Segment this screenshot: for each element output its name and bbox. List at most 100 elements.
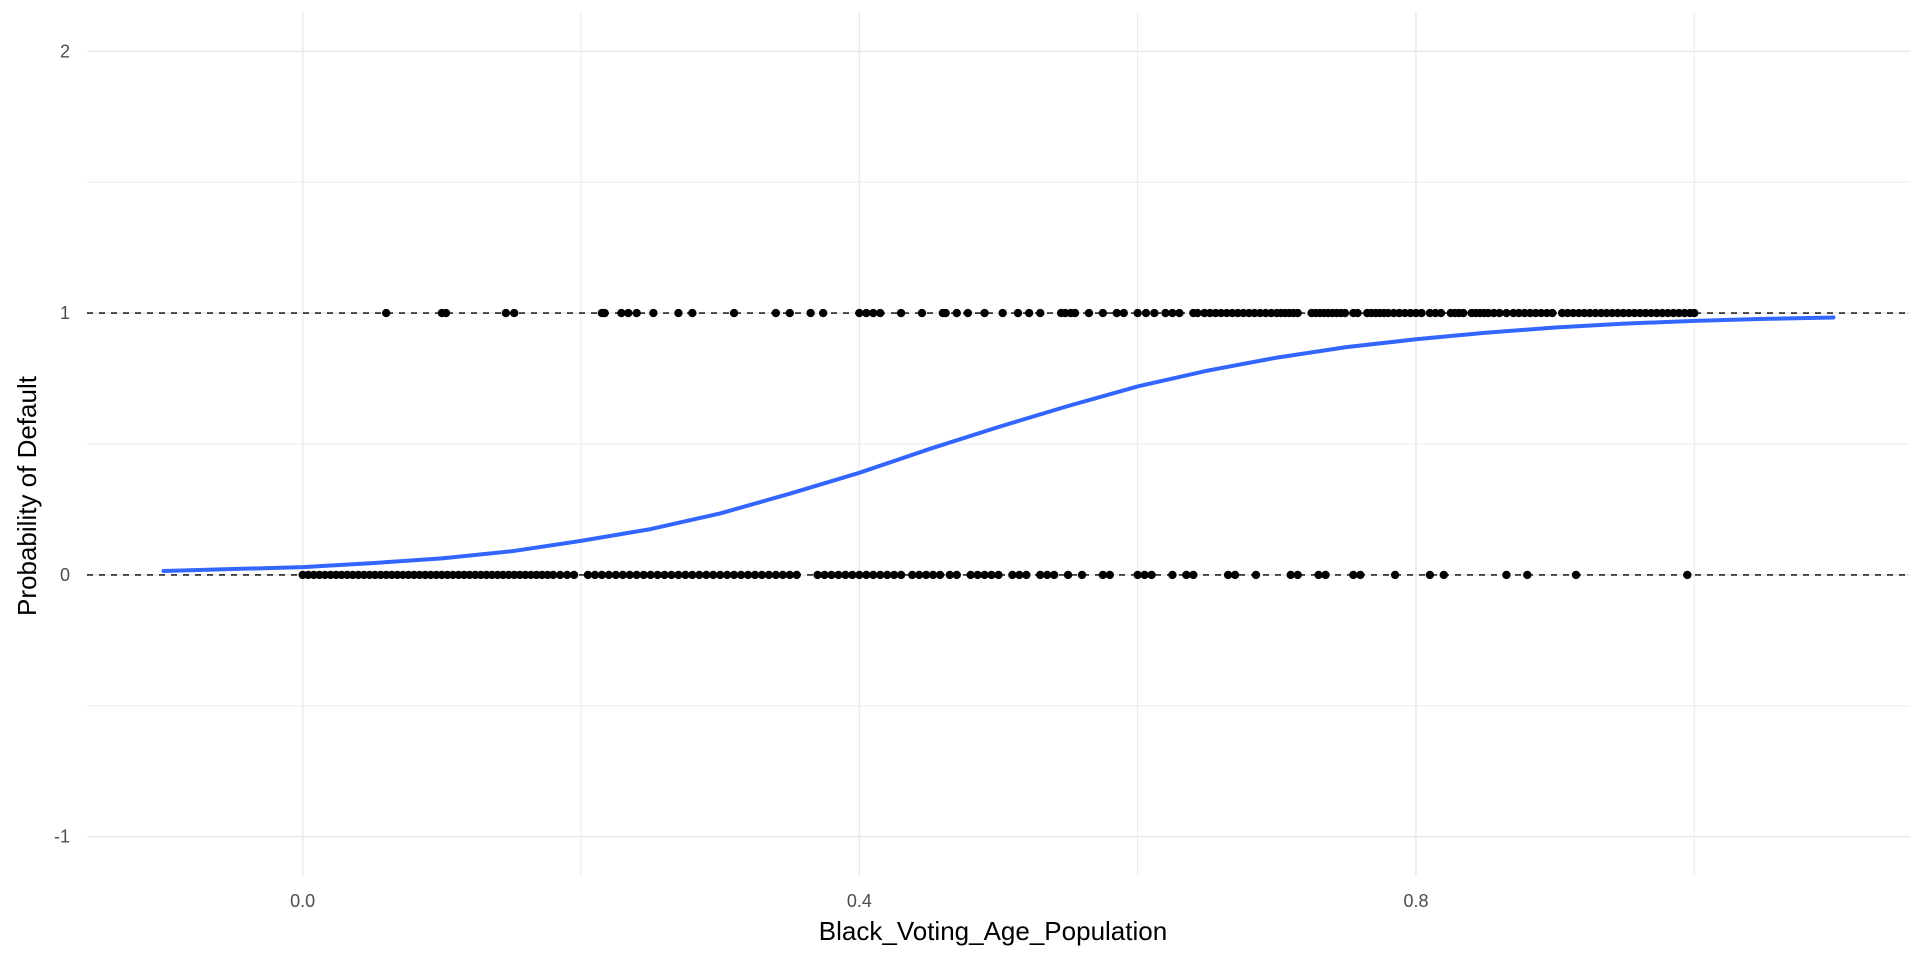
data-point — [750, 570, 760, 580]
data-point — [963, 308, 973, 318]
data-point — [998, 308, 1007, 318]
data-point — [896, 308, 906, 318]
data-point — [1293, 570, 1302, 580]
fitted-curve — [161, 315, 1836, 573]
data-point — [771, 308, 781, 318]
data-point — [1548, 308, 1557, 318]
data-point — [941, 308, 950, 318]
data-point — [778, 570, 788, 580]
data-point — [973, 570, 982, 580]
data-point — [889, 570, 899, 580]
data-point — [908, 570, 917, 580]
data-point — [1193, 308, 1202, 318]
data-point — [820, 570, 829, 580]
data-point — [1168, 570, 1177, 580]
data-point — [980, 308, 989, 318]
data-point — [869, 308, 878, 318]
data-point — [1168, 308, 1177, 318]
data-point — [729, 308, 739, 318]
data-point — [855, 308, 864, 318]
data-point — [876, 308, 885, 318]
data-point — [1013, 308, 1023, 318]
y-tick-label: 0 — [60, 565, 70, 585]
data-point — [441, 308, 451, 318]
data-point — [1049, 570, 1059, 580]
data-point — [1353, 308, 1362, 318]
data-point — [1356, 570, 1365, 580]
data-point — [510, 308, 519, 318]
data-point — [562, 570, 572, 580]
data-point — [729, 570, 739, 580]
data-point — [695, 570, 704, 580]
data-point — [827, 570, 836, 580]
data-point — [709, 570, 718, 580]
data-point — [869, 570, 878, 580]
data-point — [764, 570, 774, 580]
data-point — [818, 308, 828, 318]
data-point — [583, 570, 593, 580]
data-point — [980, 570, 989, 580]
data-points — [298, 308, 1699, 580]
x-tick-label: 0.8 — [1403, 891, 1428, 911]
data-point — [1022, 570, 1031, 580]
data-point — [896, 570, 906, 580]
x-tick-label: 0.0 — [290, 891, 315, 911]
x-axis-title: Black_Voting_Age_Population — [819, 916, 1167, 946]
data-point — [1439, 570, 1449, 580]
data-point — [681, 570, 690, 580]
data-point — [1251, 570, 1261, 580]
data-point — [590, 570, 600, 580]
data-point — [1459, 308, 1468, 318]
data-point — [1314, 570, 1323, 580]
data-point — [1077, 570, 1087, 580]
data-point — [921, 570, 931, 580]
data-point — [715, 570, 725, 580]
data-point — [966, 570, 975, 580]
data-point — [660, 570, 669, 580]
data-point — [876, 570, 885, 580]
data-point — [1140, 570, 1149, 580]
data-point — [848, 570, 857, 580]
data-point — [1147, 570, 1156, 580]
data-point — [1182, 570, 1191, 580]
tick-labels: 0.0 0.4 0.8 -1 0 1 2 — [54, 41, 1429, 911]
data-point — [1690, 308, 1699, 318]
data-point — [1223, 570, 1233, 580]
x-tick-label: 0.4 — [847, 891, 872, 911]
data-point — [952, 570, 961, 580]
data-point — [632, 308, 641, 318]
data-point — [855, 570, 864, 580]
data-point — [1043, 570, 1052, 580]
data-point — [611, 570, 621, 580]
fitted-curve-line — [161, 315, 1836, 573]
data-point — [1112, 308, 1121, 318]
data-point — [785, 570, 794, 580]
data-point — [646, 570, 655, 580]
data-point — [1293, 308, 1302, 318]
data-point — [617, 308, 626, 318]
data-point — [1349, 570, 1358, 580]
data-point — [1036, 570, 1045, 580]
data-point — [882, 570, 892, 580]
data-point — [1024, 308, 1034, 318]
data-point — [813, 570, 822, 580]
data-point — [625, 570, 634, 580]
minor-gridlines — [87, 12, 1910, 876]
data-point — [743, 570, 753, 580]
data-point — [1015, 570, 1024, 580]
data-point — [1008, 570, 1017, 580]
data-point — [604, 570, 614, 580]
data-point — [1119, 308, 1128, 318]
data-point — [624, 308, 633, 318]
data-point — [914, 570, 924, 580]
data-point — [1098, 570, 1108, 580]
data-point — [928, 570, 938, 580]
data-point — [862, 570, 871, 580]
data-point — [1390, 570, 1400, 580]
data-point — [548, 570, 558, 580]
data-point — [702, 570, 711, 580]
y-axis-title: Probability of Default — [12, 375, 42, 616]
data-point — [722, 570, 732, 580]
data-point — [1161, 308, 1170, 318]
